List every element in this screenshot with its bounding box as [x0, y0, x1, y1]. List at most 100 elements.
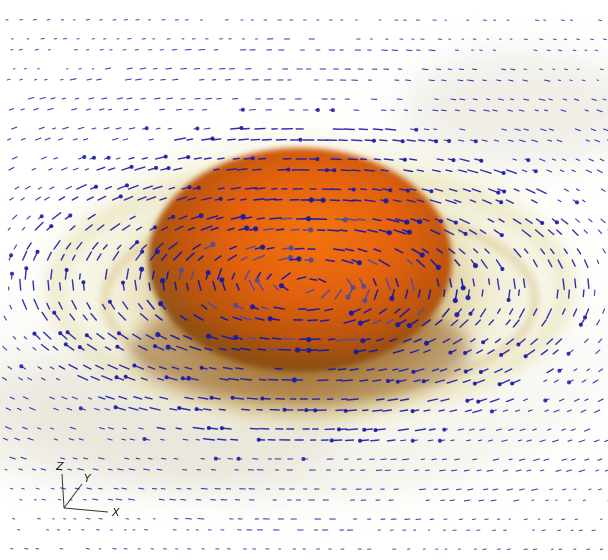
velocity-glyph	[44, 196, 50, 201]
velocity-glyph	[573, 488, 577, 490]
velocity-glyph	[23, 336, 28, 340]
velocity-glyph-head	[65, 330, 70, 335]
velocity-glyph	[421, 248, 430, 254]
velocity-glyph	[539, 68, 543, 70]
velocity-glyph	[421, 319, 431, 327]
velocity-glyph-head	[423, 340, 430, 346]
velocity-glyph	[217, 187, 225, 190]
velocity-glyph-head	[296, 256, 302, 262]
velocity-glyph	[576, 68, 580, 70]
velocity-glyph-head	[68, 213, 73, 218]
velocity-glyph-head	[452, 297, 458, 304]
velocity-glyph	[217, 268, 223, 280]
velocity-glyph	[402, 458, 410, 461]
velocity-glyph	[468, 109, 476, 112]
velocity-glyph-head	[306, 347, 312, 353]
velocity-glyph	[334, 289, 343, 300]
velocity-glyph	[57, 498, 62, 501]
velocity-glyph	[513, 278, 516, 290]
velocity-glyph-head	[332, 168, 337, 173]
velocity-glyph	[518, 139, 526, 143]
velocity-glyph	[20, 108, 25, 111]
velocity-glyph	[536, 188, 547, 195]
velocity-glyph	[261, 138, 272, 141]
velocity-glyph-head	[308, 227, 314, 233]
velocity-glyph-head	[442, 427, 447, 432]
velocity-glyph	[60, 457, 66, 460]
velocity-glyph	[351, 169, 361, 172]
velocity-glyph	[386, 218, 400, 223]
velocity-glyph	[332, 248, 345, 252]
velocity-glyph	[383, 158, 394, 161]
velocity-glyph	[27, 377, 33, 381]
velocity-glyph	[264, 198, 277, 201]
velocity-glyph	[403, 169, 414, 173]
velocity-glyph	[532, 259, 538, 268]
velocity-glyph	[231, 347, 241, 351]
velocity-glyph-head	[329, 438, 334, 443]
velocity-glyph	[71, 196, 79, 201]
velocity-glyph-head	[118, 194, 123, 199]
velocity-glyph-head	[400, 139, 405, 144]
velocity-glyph	[519, 488, 525, 491]
velocity-glyph-head	[468, 311, 473, 316]
velocity-glyph	[82, 138, 89, 141]
velocity-glyph	[384, 469, 391, 472]
velocity-glyph	[189, 345, 202, 351]
velocity-glyph	[256, 217, 266, 220]
velocity-glyph	[602, 308, 606, 314]
velocity-glyph	[380, 169, 389, 172]
velocity-glyph	[596, 259, 600, 265]
velocity-glyph	[557, 79, 562, 82]
velocity-glyph	[142, 185, 154, 190]
velocity-glyph	[4, 426, 12, 430]
velocity-glyph	[573, 368, 578, 372]
velocity-glyph-head	[533, 169, 538, 174]
velocity-glyph	[565, 469, 573, 472]
velocity-glyph	[508, 428, 514, 431]
velocity-glyph	[19, 78, 23, 81]
velocity-glyph	[574, 278, 577, 289]
velocity-glyph	[346, 398, 359, 401]
velocity-glyph-head	[362, 427, 367, 432]
velocity-glyph	[562, 308, 566, 315]
velocity-glyph	[221, 335, 234, 340]
velocity-glyph	[375, 398, 385, 401]
velocity-glyph	[580, 409, 587, 413]
velocity-glyph	[409, 158, 418, 161]
velocity-glyph	[502, 409, 509, 412]
velocity-glyph	[96, 166, 106, 171]
velocity-glyph-head	[187, 185, 192, 190]
velocity-glyph	[101, 303, 107, 310]
velocity-glyph	[171, 366, 180, 370]
velocity-glyph	[434, 319, 443, 326]
velocity-glyph	[519, 428, 526, 432]
velocity-glyph	[447, 68, 453, 71]
velocity-glyph	[254, 127, 266, 130]
velocity-glyph	[440, 109, 447, 112]
velocity-glyph	[545, 499, 549, 502]
velocity-glyph	[360, 158, 367, 161]
velocity-glyph	[338, 229, 348, 232]
velocity-glyph	[174, 281, 178, 291]
velocity-glyph	[519, 458, 526, 461]
velocity-glyph	[7, 227, 11, 231]
velocity-glyph	[121, 224, 131, 231]
velocity-glyph	[343, 319, 356, 324]
velocity-glyph	[5, 407, 12, 411]
velocity-glyph	[20, 456, 27, 460]
velocity-glyph-head	[135, 240, 140, 245]
velocity-glyph	[456, 488, 462, 491]
velocity-glyph	[586, 368, 590, 372]
velocity-glyph	[587, 278, 590, 290]
velocity-glyph-head	[180, 376, 185, 381]
velocity-glyph	[483, 488, 489, 491]
velocity-glyph	[68, 438, 75, 441]
velocity-glyph	[347, 158, 358, 161]
velocity-glyph	[467, 488, 474, 491]
velocity-glyph	[108, 167, 116, 171]
velocity-glyph	[9, 456, 16, 460]
velocity-glyph	[158, 498, 165, 501]
velocity-glyph-head	[288, 245, 294, 251]
